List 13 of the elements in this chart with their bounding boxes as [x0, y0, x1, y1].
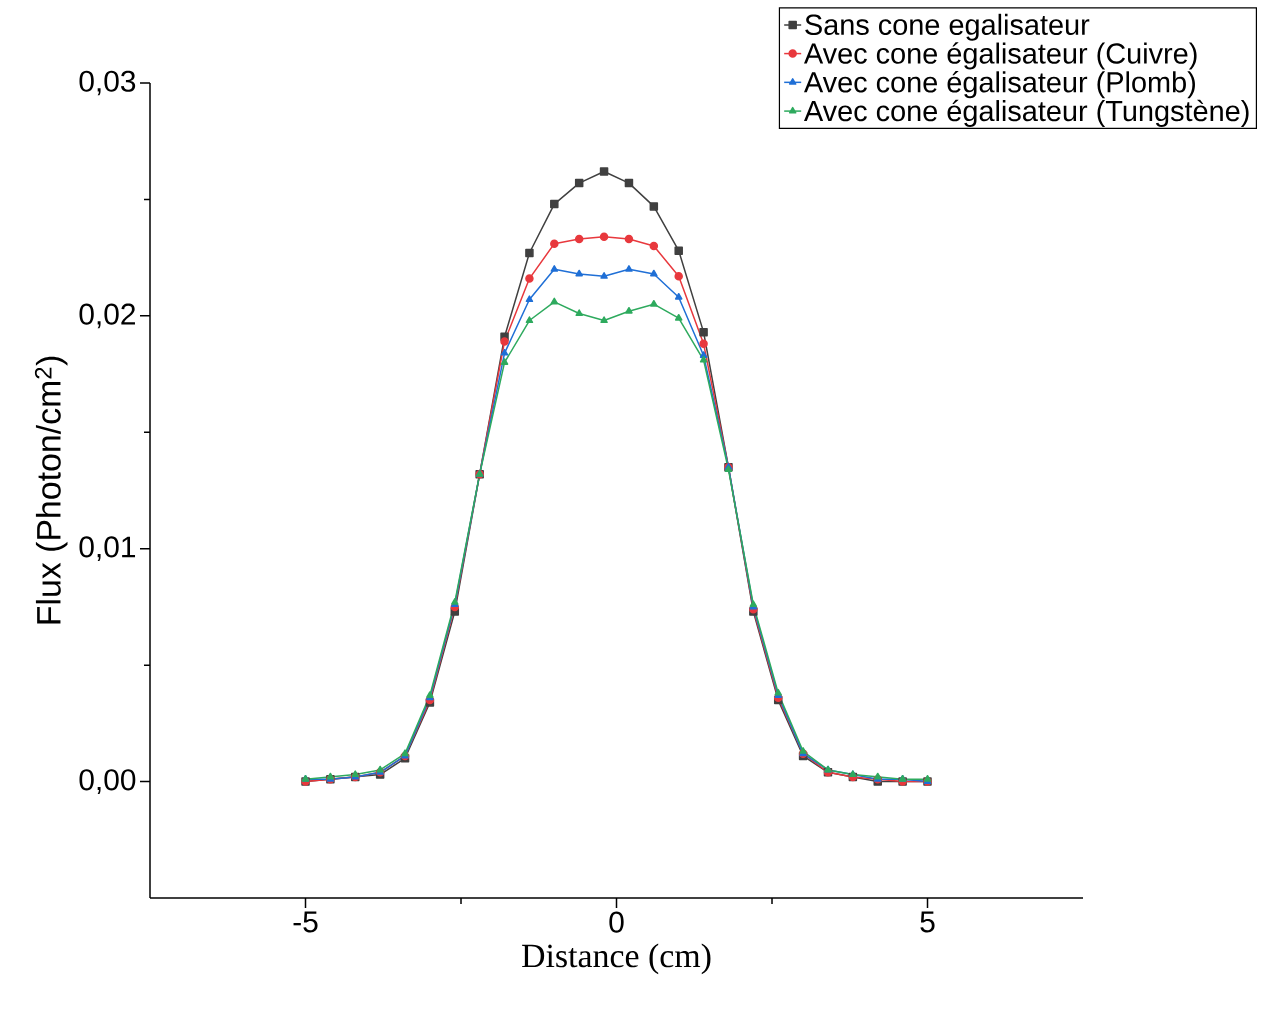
y-tick-label: 0,00: [79, 769, 136, 794]
x-tick-label: 0: [609, 911, 624, 933]
legend-label: Avec cone égalisateur (Tungstène): [803, 99, 1249, 127]
legend-label: Avec cone égalisateur (Plomb): [803, 70, 1195, 99]
legend-label: Avec cone égalisateur (Cuivre): [803, 42, 1197, 70]
y-tick-label: 0,02: [79, 303, 135, 329]
y-axis-title: Flux (Photon/cm$^{2}$): [34, 356, 68, 624]
x-axis-title: Distance (cm): [522, 943, 711, 975]
y-tick-label: 0,03: [79, 70, 136, 96]
x-tick-label: -5: [293, 911, 318, 933]
legend-label: Sans cone egalisateur: [805, 13, 1090, 41]
y-tick-label: 0,01: [79, 536, 136, 562]
x-tick-label: 5: [920, 911, 935, 933]
